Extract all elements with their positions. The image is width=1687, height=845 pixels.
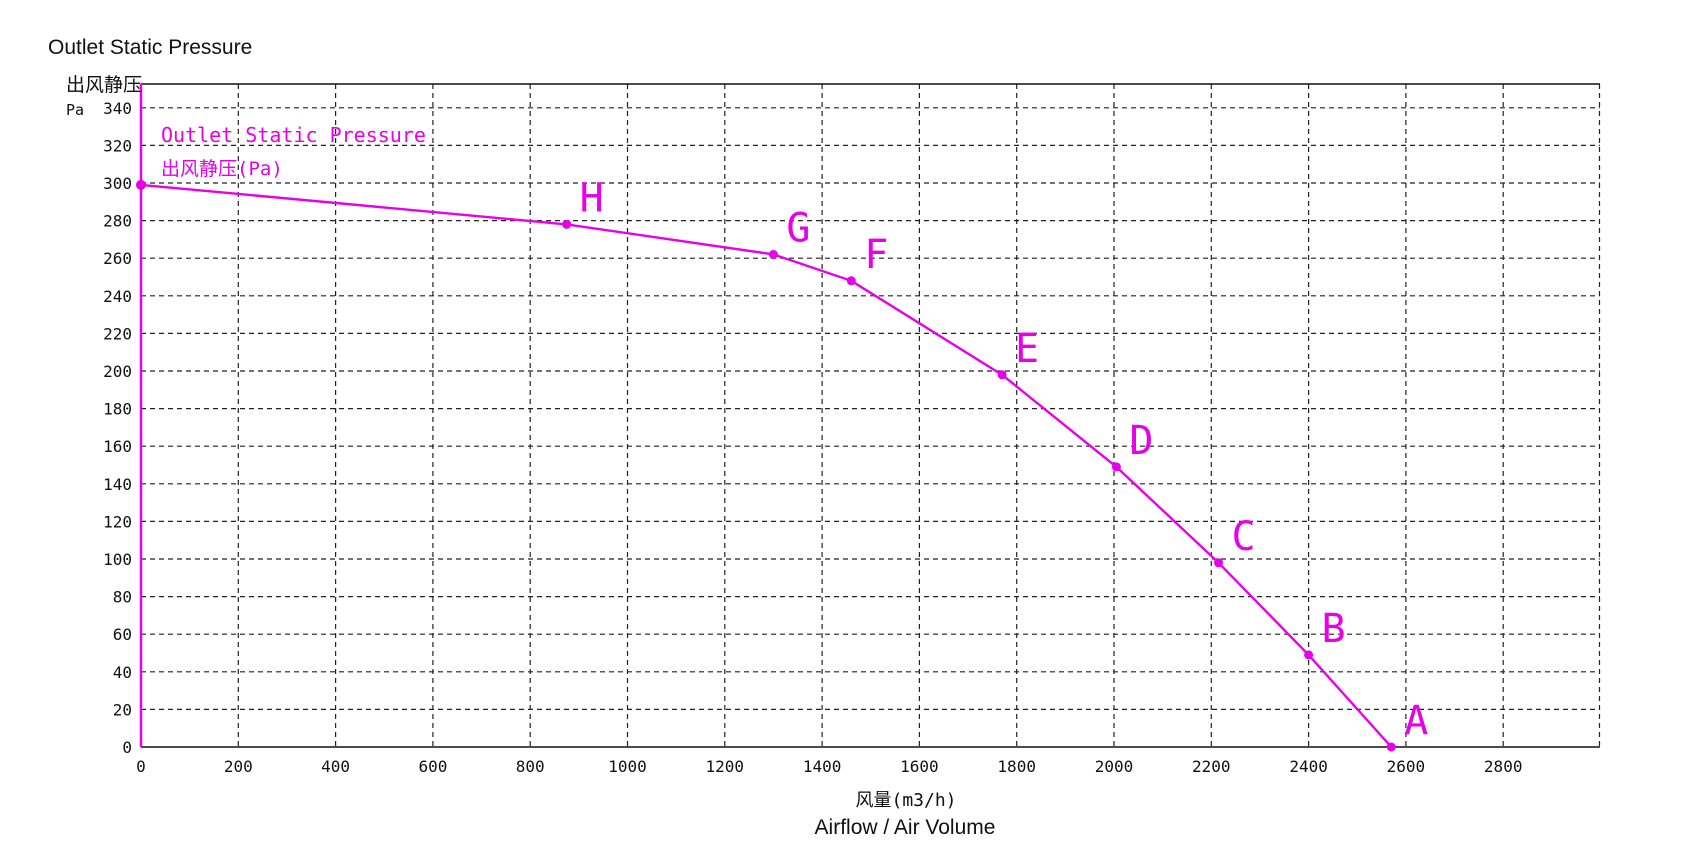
data-point bbox=[136, 179, 146, 190]
grid bbox=[141, 84, 1601, 747]
x-tick-label: 1200 bbox=[706, 757, 745, 776]
point-label-b: B bbox=[1322, 606, 1346, 652]
x-tick-labels: 0 200 400 600 800 1000 1200 1400 1600 1800 2000 220… bbox=[136, 757, 1522, 776]
x-tick-label: 2200 bbox=[1192, 757, 1231, 776]
y-tick-label: 120 bbox=[103, 512, 132, 531]
y-tick-label: 20 bbox=[113, 700, 132, 719]
point-label-a: A bbox=[1404, 698, 1428, 744]
y-axis-title: 出风静压 bbox=[66, 74, 142, 96]
data-point bbox=[768, 249, 778, 259]
data-point bbox=[846, 276, 856, 286]
data-point bbox=[1214, 558, 1224, 568]
y-tick-label: 280 bbox=[103, 212, 132, 231]
data-point bbox=[1304, 650, 1314, 660]
point-label-h: H bbox=[580, 175, 604, 221]
x-tick-label: 800 bbox=[516, 757, 545, 776]
y-tick-label: 300 bbox=[103, 174, 132, 193]
x-tick-label: 400 bbox=[321, 757, 350, 776]
point-label-e: E bbox=[1015, 326, 1039, 372]
data-point bbox=[997, 370, 1007, 380]
y-tick-label: 0 bbox=[122, 738, 132, 757]
y-tick-label: 180 bbox=[103, 400, 132, 419]
y-tick-label: 320 bbox=[103, 136, 132, 155]
bottom-caption: Airflow / Air Volume bbox=[814, 816, 996, 839]
point-label-f: F bbox=[864, 232, 888, 278]
y-tick-label: 240 bbox=[103, 287, 132, 306]
y-tick-label: 60 bbox=[113, 625, 132, 644]
data-point bbox=[1386, 742, 1396, 752]
x-tick-label: 200 bbox=[224, 757, 253, 776]
point-label-d: D bbox=[1129, 418, 1153, 464]
x-tick-label: 2400 bbox=[1289, 757, 1328, 776]
y-tick-label: 200 bbox=[103, 362, 132, 381]
y-tick-label: 40 bbox=[113, 663, 132, 682]
x-tick-label: 1600 bbox=[900, 757, 939, 776]
data-point bbox=[562, 219, 572, 229]
data-point bbox=[1111, 462, 1121, 472]
x-tick-label: 0 bbox=[136, 757, 146, 776]
series-line bbox=[140, 183, 1393, 748]
y-tick-label: 340 bbox=[103, 99, 132, 118]
x-tick-label: 2000 bbox=[1095, 757, 1134, 776]
y-axis-unit: Pa bbox=[66, 101, 84, 119]
y-tick-label: 100 bbox=[103, 550, 132, 569]
x-tick-label: 1800 bbox=[997, 757, 1036, 776]
x-tick-label: 1000 bbox=[608, 757, 647, 776]
series-name: Outlet Static Pressure bbox=[161, 123, 426, 147]
y-tick-label: 160 bbox=[103, 437, 132, 456]
top-caption: Outlet Static Pressure bbox=[48, 36, 253, 59]
y-tick-labels: 0 20 40 60 80 100 120 140 160 180 200 220 240 260 280 3… bbox=[103, 99, 132, 757]
x-axis-title: 风量(m3/h) bbox=[855, 790, 956, 811]
x-tick-label: 2800 bbox=[1484, 757, 1523, 776]
x-tick-label: 1400 bbox=[803, 757, 842, 776]
point-label-c: C bbox=[1232, 514, 1256, 560]
x-tick-label: 600 bbox=[418, 757, 447, 776]
y-tick-label: 80 bbox=[113, 588, 132, 607]
series-name-cn: 出风静压(Pa) bbox=[161, 158, 283, 180]
y-tick-label: 260 bbox=[103, 249, 132, 268]
y-tick-label: 140 bbox=[103, 475, 132, 494]
y-tick-label: 220 bbox=[103, 324, 132, 343]
point-label-g: G bbox=[786, 205, 810, 251]
x-tick-label: 2600 bbox=[1387, 757, 1426, 776]
